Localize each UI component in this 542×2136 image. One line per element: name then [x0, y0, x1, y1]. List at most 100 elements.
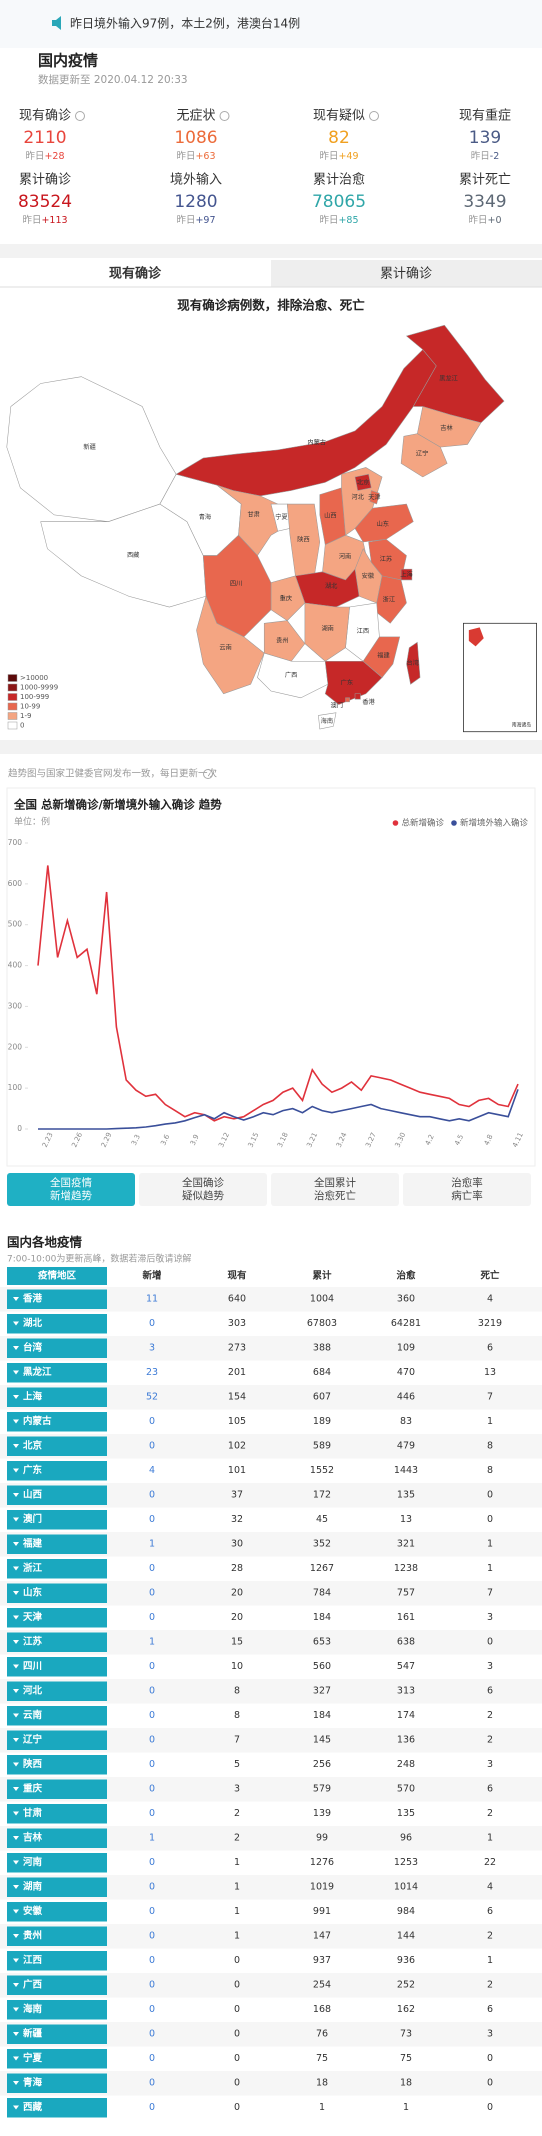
province-label: 云南 — [219, 644, 231, 652]
region-cell[interactable] — [7, 1461, 107, 1481]
province-label: 新疆 — [83, 443, 95, 451]
region-cell[interactable] — [7, 1681, 107, 1702]
region-cell[interactable] — [7, 1804, 107, 1824]
stat-label: 累计治愈 — [313, 173, 365, 188]
button-label: 治愈率 — [451, 1176, 483, 1189]
region-cell[interactable] — [7, 1534, 107, 1555]
province-label: 广西 — [285, 671, 297, 679]
region-name: 吉林 — [23, 1832, 43, 1844]
region-cell[interactable] — [7, 1755, 107, 1775]
region-cell[interactable] — [7, 1314, 107, 1334]
change-label: 昨日 — [468, 214, 487, 226]
region-cell[interactable] — [7, 2049, 107, 2069]
region-cell[interactable] — [7, 1363, 107, 1383]
table-cell: 0 — [149, 1490, 155, 1501]
table-cell: 161 — [397, 1612, 415, 1623]
region-cell[interactable] — [7, 1706, 107, 1726]
province-label: 海南 — [321, 717, 333, 725]
region-cell[interactable] — [7, 2073, 107, 2094]
region-cell[interactable] — [7, 2098, 107, 2118]
table-cell: 4 — [487, 1294, 493, 1305]
table-cell: 0 — [149, 1588, 155, 1599]
table-cell: 8 — [487, 1465, 493, 1476]
stat-value: 2110 — [23, 128, 66, 148]
region-cell[interactable] — [7, 1877, 107, 1898]
trend-button[interactable] — [271, 1173, 399, 1206]
expand-icon — [13, 1321, 19, 1326]
region-name: 贵州 — [23, 1930, 42, 1942]
region-name: 北京 — [23, 1440, 43, 1452]
table-cell: 0 — [149, 2004, 155, 2015]
stat-change: 昨日+63 — [176, 150, 215, 162]
region-cell[interactable] — [7, 1412, 107, 1432]
trend-button[interactable] — [139, 1173, 267, 1206]
table-cell: 0 — [487, 2102, 493, 2113]
region-cell[interactable] — [7, 1583, 107, 1604]
region-cell[interactable] — [7, 1853, 107, 1873]
tab — [271, 260, 542, 287]
table-cell: 15 — [231, 1637, 243, 1648]
help-icon — [203, 769, 213, 779]
table-cell: 1 — [319, 2102, 325, 2113]
region-cell[interactable] — [7, 1338, 107, 1359]
region-cell[interactable] — [7, 1730, 107, 1751]
table-cell: 13 — [484, 1367, 496, 1378]
region-cell[interactable] — [7, 2024, 107, 2045]
expand-icon — [13, 1640, 19, 1644]
table-cell: 7 — [487, 1392, 493, 1403]
region-cell[interactable] — [7, 1975, 107, 1996]
table-cell: 28 — [231, 1563, 243, 1574]
table-cell: 0 — [149, 1612, 155, 1623]
province-label: 山东 — [377, 520, 389, 528]
region-cell[interactable] — [7, 1485, 107, 1506]
region-cell[interactable] — [7, 1657, 107, 1677]
region-cell[interactable] — [7, 1951, 107, 1971]
region-cell[interactable] — [7, 1436, 107, 1457]
table-cell: 109 — [397, 1343, 415, 1354]
table-cell: 1 — [234, 1857, 240, 1868]
table-cell: 0 — [149, 1661, 155, 1672]
expand-icon — [13, 1787, 19, 1791]
table-cell: 1 — [403, 2102, 409, 2113]
table-cell: 147 — [313, 1931, 331, 1942]
region-name: 湖北 — [23, 1317, 43, 1329]
region-cell[interactable] — [7, 1289, 107, 1310]
table-cell: 189 — [313, 1416, 331, 1427]
region-cell[interactable] — [7, 1559, 107, 1579]
change-value: +28 — [44, 151, 64, 162]
trend-button[interactable] — [403, 1173, 531, 1206]
region-cell[interactable] — [7, 2000, 107, 2020]
legend-swatch — [7, 683, 18, 692]
table-cell: 0 — [149, 1980, 155, 1991]
region-cell[interactable] — [7, 1632, 107, 1653]
expand-icon — [13, 2081, 19, 2085]
region-cell[interactable] — [7, 1828, 107, 1849]
table-cell: 254 — [313, 1980, 331, 1991]
stat-value: 1086 — [174, 128, 217, 148]
table-cell: 11 — [146, 1294, 158, 1305]
trend-button[interactable] — [7, 1173, 135, 1206]
column-header: 累计 — [312, 1270, 332, 1282]
table-cell: 30 — [231, 1539, 243, 1550]
table-cell: 3 — [487, 2029, 493, 2040]
change-label: 昨日 — [319, 214, 338, 226]
notice-text: 昨日境外输入97例，本土2例，港澳台14例 — [70, 16, 300, 31]
region-cell[interactable] — [7, 1387, 107, 1408]
table-cell: 1443 — [394, 1465, 418, 1476]
region-cell[interactable] — [7, 1926, 107, 1947]
y-tick-label: 500 — [8, 920, 23, 929]
help-icon — [369, 111, 379, 121]
region-cell[interactable] — [7, 1608, 107, 1628]
table-cell: 2 — [487, 1931, 493, 1942]
table-cell: 67803 — [307, 1318, 337, 1329]
expand-icon — [13, 1885, 19, 1889]
table-cell: 3 — [149, 1343, 155, 1354]
legend-swatch — [7, 712, 18, 720]
region-cell[interactable] — [7, 1510, 107, 1530]
region-cell[interactable] — [7, 1779, 107, 1800]
legend-label: >10000 — [20, 674, 48, 682]
table-cell: 1 — [149, 1539, 155, 1550]
region-cell[interactable] — [7, 1902, 107, 1922]
expand-icon — [13, 1493, 19, 1497]
